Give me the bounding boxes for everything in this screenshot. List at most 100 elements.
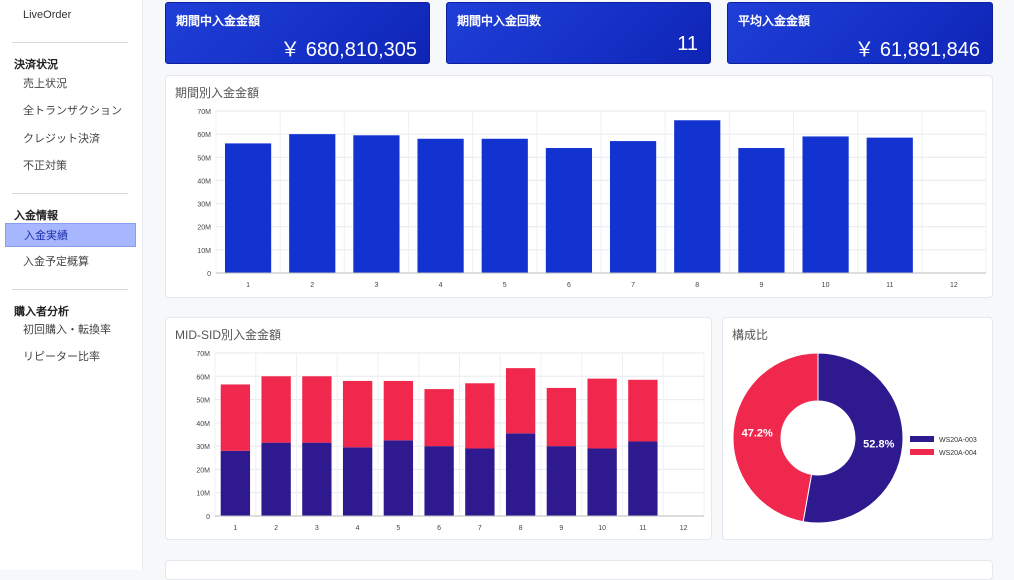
bar-segment <box>628 441 658 516</box>
x-tick-label: 6 <box>567 282 571 289</box>
bar-segment <box>505 433 536 516</box>
x-tick-label: 3 <box>315 525 319 532</box>
x-tick-label: 2 <box>310 282 314 289</box>
divider <box>12 193 128 194</box>
bar <box>609 141 657 273</box>
x-tick-label: 2 <box>274 525 278 532</box>
y-tick-label: 30M <box>196 444 210 451</box>
sidebar-item-credit-payment[interactable]: クレジット決済 <box>23 133 100 145</box>
kpi-value: ￥ 61,891,846 <box>854 39 980 61</box>
y-tick-label: 40M <box>197 178 211 185</box>
y-tick-label: 0 <box>207 271 211 278</box>
x-tick-label: 6 <box>437 525 441 532</box>
additional-panel <box>165 560 993 580</box>
x-tick-label: 12 <box>950 282 958 289</box>
bar-segment <box>424 446 454 516</box>
x-tick-label: 5 <box>503 282 507 289</box>
x-tick-label: 7 <box>631 282 635 289</box>
bar-segment <box>342 380 373 448</box>
bar-segment <box>261 442 291 516</box>
composition-donut-chart: 52.8% WS20A-003 47.2% WS20A-004 <box>732 352 977 524</box>
section-heading-payment-status: 決済状況 <box>14 59 58 71</box>
chart-title: MID-SID別入金金額 <box>175 328 281 342</box>
x-tick-label: 10 <box>598 525 606 532</box>
donut-slice <box>732 352 819 523</box>
kpi-card-period-deposit-count: 期間中入金回数 11 <box>446 2 711 64</box>
legend-swatch <box>910 436 934 442</box>
bar-segment <box>302 376 332 443</box>
bar-segment <box>587 448 617 516</box>
period-deposit-chart-panel: 期間別入金金額 0 10M 20M 30M 40M 50M 60M 70M 1 2 3 4 5 6 7 8 9 1… <box>165 75 993 298</box>
x-tick-label: 1 <box>246 282 250 289</box>
y-tick-label: 20M <box>196 467 210 474</box>
kpi-label: 期間中入金回数 <box>457 14 542 28</box>
bar-segment <box>383 440 414 516</box>
x-tick-label: 9 <box>759 282 763 289</box>
x-tick-label: 11 <box>886 282 893 289</box>
mid-sid-deposit-chart-panel: MID-SID別入金金額 0 10M 20M 30M 40M 50M 60M 70M 1 2 3 4 5… <box>165 317 712 540</box>
kpi-card-average-deposit-amount: 平均入金金額 ￥ 61,891,846 <box>727 2 993 64</box>
bar-segment <box>220 384 251 451</box>
kpi-value: ￥ 680,810,305 <box>280 39 417 61</box>
bar-segment <box>342 447 373 516</box>
sidebar-item-sales-status[interactable]: 売上状況 <box>23 78 67 90</box>
bar <box>738 148 785 273</box>
app-name[interactable]: LiveOrder <box>23 9 72 21</box>
legend-swatch <box>910 449 934 455</box>
bar <box>353 135 400 273</box>
y-tick-label: 40M <box>196 421 210 428</box>
bar-segment <box>465 448 495 516</box>
legend-label: WS20A-003 <box>939 437 977 444</box>
bar-segment <box>505 368 536 434</box>
sidebar-item-repeater-ratio[interactable]: リピーター比率 <box>23 351 100 363</box>
sidebar-item-all-transactions[interactable]: 全トランザクション <box>23 105 122 117</box>
kpi-card-period-deposit-amount: 期間中入金金額 ￥ 680,810,305 <box>165 2 430 64</box>
divider <box>12 42 128 43</box>
chart-title: 期間別入金金額 <box>175 86 260 100</box>
bar-segment <box>465 383 495 449</box>
chart-title: 構成比 <box>732 328 769 342</box>
y-tick-label: 10M <box>197 248 211 255</box>
y-tick-label: 50M <box>197 155 211 162</box>
y-tick-label: 20M <box>197 225 211 232</box>
sidebar-item-first-purchase-conversion[interactable]: 初回購入・転換率 <box>23 324 111 336</box>
slice-label: 47.2% <box>742 428 773 440</box>
y-tick-label: 50M <box>196 398 210 405</box>
bar <box>481 138 528 273</box>
kpi-label: 平均入金金額 <box>738 14 811 28</box>
sidebar: LiveOrder 決済状況 売上状況 全トランザクション クレジット決済 不正… <box>0 0 143 570</box>
sidebar-item-deposit-forecast[interactable]: 入金予定概算 <box>23 256 89 268</box>
bar-segment <box>383 380 414 441</box>
bar <box>545 148 593 273</box>
kpi-label: 期間中入金金額 <box>176 14 261 28</box>
bar <box>674 120 721 273</box>
x-tick-label: 1 <box>233 525 237 532</box>
bar-segment <box>302 442 332 516</box>
bar-segment <box>261 376 291 443</box>
slice-label: 52.8% <box>863 438 894 450</box>
sidebar-item-fraud-prevention[interactable]: 不正対策 <box>23 160 67 172</box>
x-tick-label: 10 <box>822 282 830 289</box>
bar-segment <box>546 446 577 516</box>
kpi-value: 11 <box>677 33 698 55</box>
bar-segment <box>546 387 577 447</box>
y-tick-label: 10M <box>196 491 210 498</box>
section-heading-deposit-info: 入金情報 <box>14 210 58 222</box>
y-tick-label: 0 <box>206 514 210 521</box>
x-tick-label: 4 <box>356 525 360 532</box>
x-tick-label: 3 <box>374 282 378 289</box>
bar-segment <box>220 450 251 516</box>
x-tick-label: 9 <box>559 525 563 532</box>
sidebar-item-deposit-results[interactable]: 入金実績 <box>5 223 136 247</box>
bar-segment <box>424 389 454 447</box>
y-tick-label: 60M <box>196 374 210 381</box>
composition-ratio-panel: 構成比 52.8% WS20A-003 47.2% WS20A-004 <box>722 317 993 540</box>
bar <box>866 137 913 273</box>
y-tick-label: 70M <box>197 109 211 116</box>
x-tick-label: 8 <box>519 525 523 532</box>
y-tick-label: 30M <box>197 202 211 209</box>
y-tick-label: 60M <box>197 132 211 139</box>
x-tick-label: 7 <box>478 525 482 532</box>
